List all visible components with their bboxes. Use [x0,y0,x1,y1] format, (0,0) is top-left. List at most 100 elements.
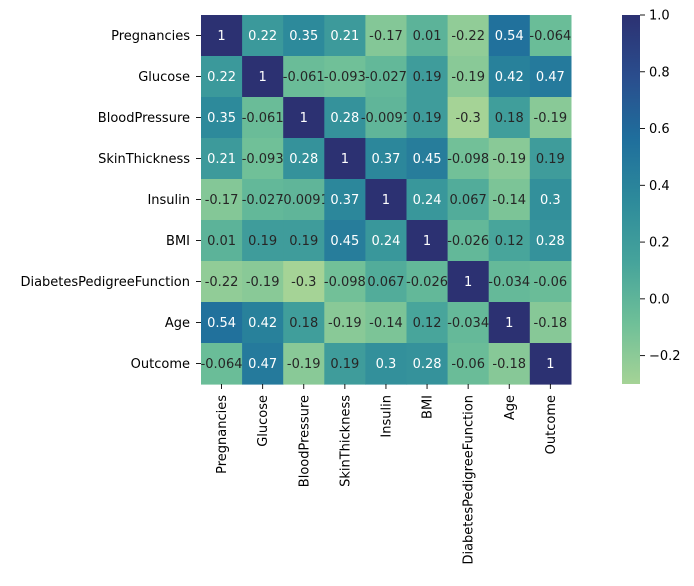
cell-annotation: -0.18 [534,316,568,331]
cell-annotation: -0.093 [324,70,366,85]
heatmap-cell [242,56,284,98]
cell-annotation: -0.093 [242,152,284,167]
cell-annotation: 0.22 [207,70,236,85]
heatmap-cell [488,179,531,221]
cell-annotation: 0.45 [413,152,442,167]
cell-annotation: -0.14 [369,316,403,331]
cell-annotation: 0.19 [330,357,359,372]
cell-annotation: 0.19 [248,234,277,249]
heatmap-cell [488,15,531,57]
column-label: BloodPressure [297,395,312,487]
cell-annotation: 1 [217,29,225,44]
heatmap-cell [488,138,531,180]
row-label: Insulin [147,193,190,208]
heatmap-cell [406,179,449,221]
column-label: Outcome [544,395,559,454]
row-label: BloodPressure [98,111,190,126]
cell-annotation: 0.067 [450,193,487,208]
row-label: Outcome [131,357,190,372]
heatmap-cell [447,138,490,180]
heatmap-cell [201,15,243,57]
heatmap-cell [324,343,366,385]
heatmap-cell [283,138,325,180]
cell-annotation: 0.3 [376,357,397,372]
heatmap-cells: 1 0.22 0.35 0.21 -0.17 0.01 -0.22 0.54 -0.064 0.2… [201,15,572,385]
cell-annotation: 0.35 [289,29,318,44]
heatmap-cell [283,97,325,139]
cell-annotation: 0.19 [413,111,442,126]
cell-annotation: 1 [464,275,472,290]
cell-annotation: 1 [546,357,554,372]
cell-annotation: 0.21 [207,152,236,167]
heatmap-cell [324,138,366,180]
cell-annotation: -0.027 [365,70,407,85]
column-label: Glucose [256,395,271,447]
colorbar-tick-label: 0.4 [649,179,670,194]
heatmap-cell [447,343,490,385]
cell-annotation: -0.0091 [361,111,411,126]
heatmap-cell [283,220,325,262]
heatmap-cell [283,56,325,98]
cell-annotation: 0.37 [371,152,400,167]
cell-annotation: -0.14 [492,193,526,208]
colorbar-tick-label: 0.6 [649,122,670,137]
heatmap-cell [242,15,284,57]
cell-annotation: 0.12 [413,316,442,331]
heatmap-cell [324,179,366,221]
column-label: Pregnancies [215,395,230,474]
heatmap-cell [406,261,449,303]
heatmap-cell [447,56,490,98]
cell-annotation: -0.098 [447,152,489,167]
heatmap-cell [447,15,490,57]
heatmap-cell [324,15,366,57]
cell-annotation: 0.54 [495,29,524,44]
cell-annotation: -0.19 [287,357,321,372]
heatmap-cell [529,179,572,221]
heatmap-cell [201,343,243,385]
heatmap-cell [529,138,572,180]
column-label: BMI [421,395,436,419]
row-label: Glucose [138,70,190,85]
heatmap-cell [488,220,531,262]
colorbar-tick-label: 1.0 [649,9,670,24]
colorbar-tick-label: 0.2 [649,236,670,251]
heatmap-cell [365,97,408,139]
cell-annotation: -0.027 [242,193,284,208]
heatmap-cell [406,343,449,385]
cell-annotation: 0.19 [413,70,442,85]
heatmap-cell [283,302,325,344]
cell-annotation: 0.19 [536,152,565,167]
cell-annotation: 0.47 [536,70,565,85]
row-label: BMI [166,234,190,249]
cell-annotation: -0.19 [328,316,362,331]
heatmap-cell [201,97,243,139]
heatmap-cell [488,302,531,344]
heatmap-cell [242,261,284,303]
cell-annotation: -0.064 [529,29,571,44]
heatmap-cell [201,138,243,180]
cell-annotation: -0.22 [205,275,239,290]
heatmap-cell [365,343,408,385]
heatmap-cell [529,56,572,98]
heatmap-cell [529,302,572,344]
cell-annotation: -0.026 [447,234,489,249]
heatmap-cell [406,15,449,57]
cell-annotation: 0.28 [413,357,442,372]
cell-annotation: -0.19 [451,70,485,85]
heatmap-cell [242,97,284,139]
cell-annotation: -0.034 [447,316,489,331]
cell-annotation: 0.3 [540,193,561,208]
colorbar-tick-label: 0.0 [649,292,670,307]
cell-annotation: -0.0091 [279,193,329,208]
heatmap-cell [283,15,325,57]
cell-annotation: -0.22 [451,29,485,44]
heatmap-cell [324,97,366,139]
cell-annotation: -0.18 [492,357,526,372]
heatmap-cell [201,179,243,221]
row-labels: Pregnancies Glucose BloodPressure SkinThick… [20,29,201,372]
colorbar-tick-label: 0.8 [649,65,670,80]
cell-annotation: 0.28 [536,234,565,249]
heatmap-cell [365,15,408,57]
heatmap-cell [324,56,366,98]
